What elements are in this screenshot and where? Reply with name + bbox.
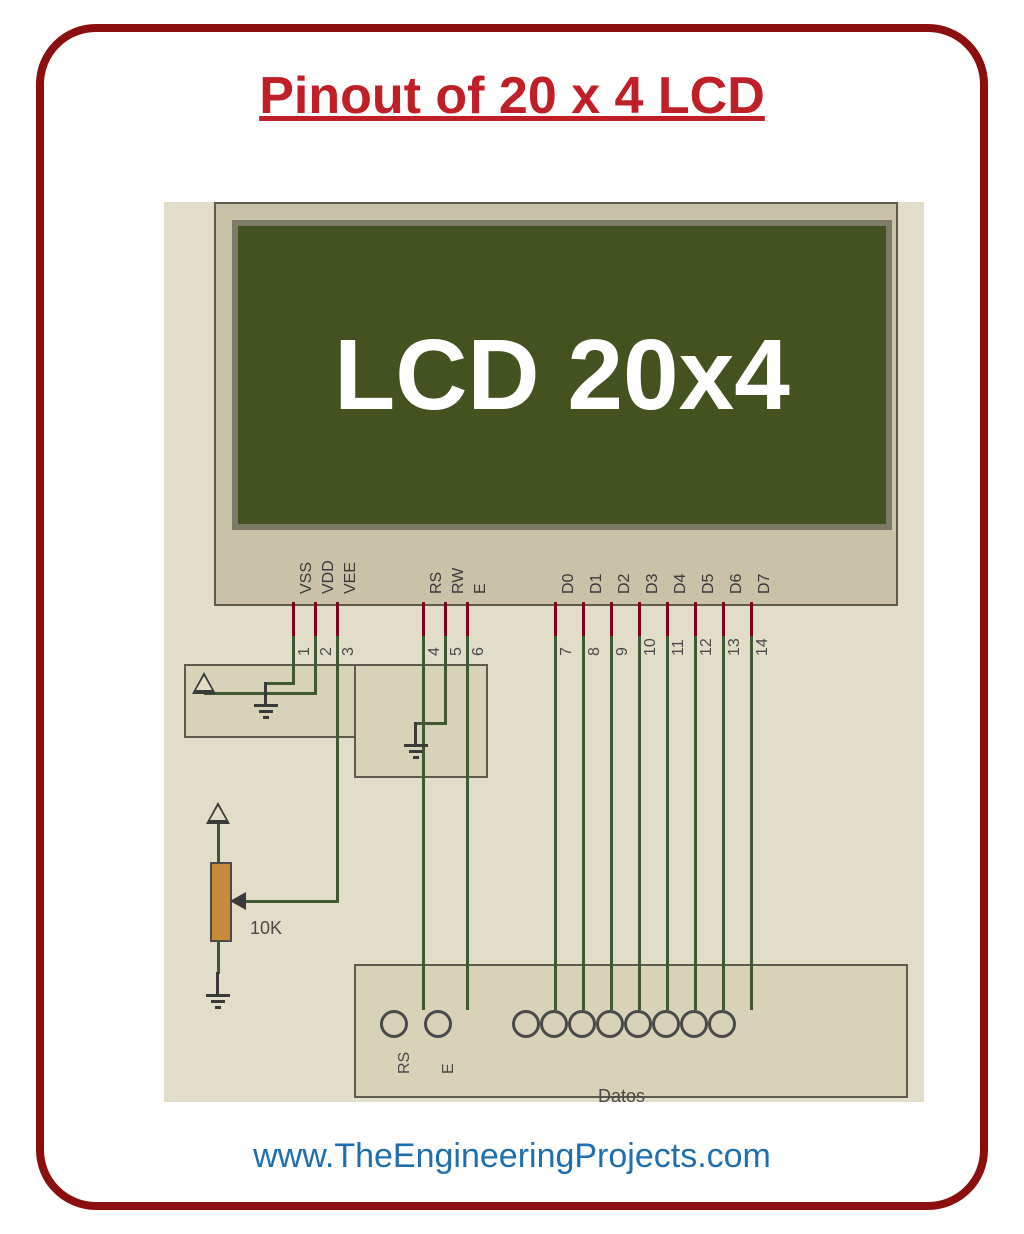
wire (750, 636, 753, 1010)
vdd-arrow-icon (192, 672, 216, 694)
wire (444, 636, 447, 722)
pin-number-label: 12 (698, 638, 716, 656)
pin-stub (722, 602, 725, 636)
wire (292, 636, 295, 682)
lcd-module: LCD 20x4 VSSVDDVEE RSRW E D0 D1 D2 D3 D4 D5 D6 D7 (214, 202, 898, 606)
pin-stub (466, 602, 469, 636)
potentiometer-wiper-icon (230, 892, 246, 910)
diagram-frame: Pinout of 20 x 4 LCD LCD 20x4 VSSVDDVEE R… (36, 24, 988, 1210)
bus-terminal-icon (680, 1010, 708, 1038)
pin-number-label: 10 (642, 638, 660, 656)
diagram-title: Pinout of 20 x 4 LCD (44, 66, 980, 126)
page: Pinout of 20 x 4 LCD LCD 20x4 VSSVDDVEE R… (0, 0, 1024, 1234)
pin-stub (666, 602, 669, 636)
bus-terminal-icon (652, 1010, 680, 1038)
terminal-group-label: Datos (598, 1086, 645, 1107)
bus-terminal-icon (596, 1010, 624, 1038)
pin-stub (750, 602, 753, 636)
terminal-label: E (440, 1063, 458, 1074)
wire (422, 636, 425, 1010)
pin-name-label: VEE (342, 562, 360, 594)
pin-stub (554, 602, 557, 636)
pin-stub (582, 602, 585, 636)
wire (554, 636, 557, 1010)
pot-vcc-arrow-icon (206, 802, 230, 824)
bus-terminal-icon (540, 1010, 568, 1038)
pin-name-label: D0 (560, 574, 578, 594)
pin-number-label: 11 (670, 639, 688, 656)
pin-stub (638, 602, 641, 636)
wire (217, 824, 220, 862)
pin-number-label: 5 (448, 647, 466, 656)
potentiometer-label: 10K (250, 918, 282, 939)
pin-stub (292, 602, 295, 636)
pin-name-label: VSS (298, 562, 316, 594)
pin-name-label: D4 (672, 574, 690, 594)
pin-stub (444, 602, 447, 636)
pin-name-label: D1 (588, 574, 606, 594)
bus-terminal-icon (708, 1010, 736, 1038)
wire (694, 636, 697, 1010)
bus-terminal-icon (380, 1010, 408, 1038)
source-url: www.TheEngineeringProjects.com (44, 1137, 980, 1176)
pin-stub (336, 602, 339, 636)
pin-number-label: 4 (426, 647, 444, 656)
pin-number-label: 8 (586, 647, 604, 656)
pin-name-label: RW (450, 568, 468, 594)
wire (466, 636, 469, 1010)
bus-terminal-icon (424, 1010, 452, 1038)
wire (582, 636, 585, 1010)
pin-name-label: E (472, 583, 490, 594)
wire (610, 636, 613, 1010)
wire (415, 722, 447, 725)
terminal-label: RS (396, 1052, 414, 1074)
pin-name-label: D2 (616, 574, 634, 594)
wire (246, 900, 339, 903)
pin-number-label: 9 (614, 647, 632, 656)
wire (666, 636, 669, 1010)
pin-number-label: 2 (318, 647, 336, 656)
pin-number-label: 1 (296, 647, 314, 656)
wire (638, 636, 641, 1010)
pin-stub (422, 602, 425, 636)
schematic-canvas: LCD 20x4 VSSVDDVEERSRWED0D1D2D3D4D5D6D7 … (164, 202, 924, 1102)
lcd-screen: LCD 20x4 (232, 220, 892, 530)
pin-number-label: 3 (340, 647, 358, 656)
pin-stub (694, 602, 697, 636)
pin-stub (314, 602, 317, 636)
wire (722, 636, 725, 1010)
pin-name-label: RS (428, 572, 446, 594)
wire (204, 692, 317, 695)
wire (336, 636, 339, 900)
potentiometer-icon (210, 862, 232, 942)
pin-number-label: 6 (470, 647, 488, 656)
pin-name-label: D5 (700, 574, 718, 594)
pin-name-label: VDD (320, 560, 338, 594)
pin-number-label: 14 (754, 638, 772, 656)
wire (314, 636, 317, 692)
pin-number-label: 13 (726, 638, 744, 656)
pin-name-label: D7 (756, 574, 774, 594)
wire (217, 940, 220, 974)
pin-stub (610, 602, 613, 636)
bus-terminal-icon (512, 1010, 540, 1038)
bus-terminal-icon (568, 1010, 596, 1038)
pin-name-label: D6 (728, 574, 746, 594)
pin-name-label: D3 (644, 574, 662, 594)
bus-terminal-icon (624, 1010, 652, 1038)
wire (264, 682, 295, 685)
pin-number-label: 7 (558, 647, 576, 656)
